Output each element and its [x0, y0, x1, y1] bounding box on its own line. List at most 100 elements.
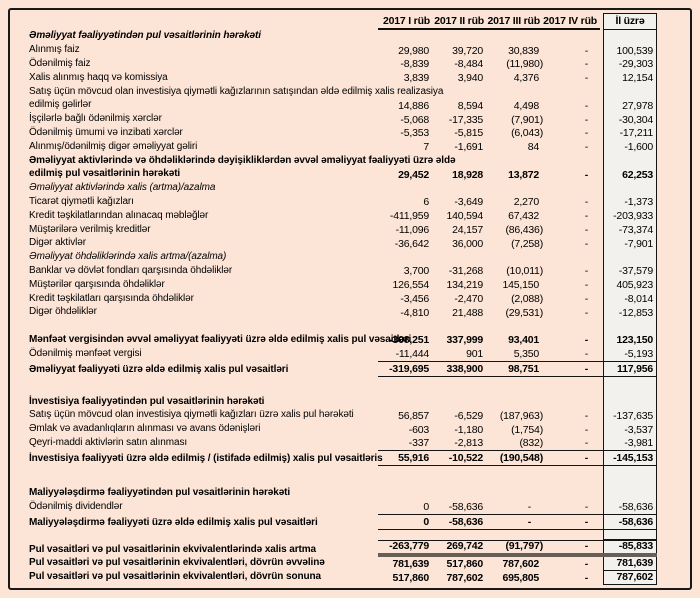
table-row: Xalis alınmış haqq və komissiya 3,839 3,… [29, 71, 690, 86]
row-values: -8,839 -8,484 (11,980) - -29,303 [378, 57, 657, 72]
column-header-year-total: İl üzrə [603, 13, 657, 30]
cell-q3: (29,531) [505, 306, 543, 319]
cell-q2: -10,522 [448, 452, 483, 465]
document-frame: 2017 I rüb 2017 II rüb 2017 III rüb 2017… [8, 8, 692, 590]
row-values: -5,353 -5,815 (6,043) - -17,211 [378, 126, 657, 141]
row-label: Ödənilmiş faiz [29, 57, 91, 69]
cell-q3: (86,436) [505, 223, 543, 236]
row-values [378, 181, 657, 196]
cell-year-total: 100,539 [603, 43, 657, 58]
table-row: Kredit təşkilatları qarşısında öhdəliklə… [29, 292, 690, 306]
row-values: -337 -2,813 (832) - -3,981 [378, 436, 657, 451]
cell-year-total: 12,154 [603, 71, 657, 86]
row-values: 126,554 134,219 145,150 - 405,923 [378, 278, 657, 293]
row-label: Əməliyyat fəaliyyəti üzrə əldə edilmiş x… [29, 363, 289, 375]
cell-q2: 901 [466, 348, 483, 361]
table-row: Mənfəət vergisindən əvvəl əməliyyat fəal… [29, 319, 690, 348]
table-row [29, 377, 690, 396]
row-values: 517,860 787,602 695,805 - 787,602 [378, 571, 657, 585]
row-label: Ödənilmiş mənfəət vergisi [29, 347, 142, 359]
cell-q1: 56,857 [398, 409, 429, 422]
row-values: 0 -58,636 - - -58,636 [378, 500, 657, 514]
cell-year-total: -12,853 [603, 305, 657, 320]
cell-q2: 8,594 [457, 99, 483, 112]
cell-q4: - [584, 306, 588, 319]
table-header-row: 2017 I rüb 2017 II rüb 2017 III rüb 2017… [29, 13, 690, 30]
cell-q3: (1,754) [511, 423, 543, 436]
cell-year-total: -203,933 [603, 209, 657, 224]
row-label: Əməliyyat öhdəliklərində xalis artma/(az… [29, 251, 227, 263]
row-values: 3,839 3,940 4,376 - 12,154 [378, 71, 657, 86]
cell-year-total [603, 30, 657, 44]
row-values: -11,096 24,157 (86,436) - -73,374 [378, 223, 657, 237]
cell-q1: -337 [408, 437, 429, 450]
cell-year-total: -37,579 [603, 264, 657, 279]
cell-q4: - [584, 409, 588, 422]
cell-year-total: -58,636 [603, 514, 657, 529]
table-row: Qeyri-maddi aktivlərin satın alınması -3… [29, 436, 690, 451]
row-values: -603 -1,180 (1,754) - -3,537 [378, 422, 657, 437]
cell-q2: -5,815 [454, 127, 483, 140]
row-values: -3,456 -2,470 (2,088) - -8,014 [378, 292, 657, 306]
cell-q1: 3,700 [403, 265, 429, 278]
cell-q1: 6 [423, 196, 429, 209]
column-header-q1: 2017 I rüb [382, 15, 430, 27]
cell-q4: - [584, 265, 588, 278]
row-label: Banklar və dövlət fondları qarşısında öh… [29, 264, 233, 276]
cell-year-total: 123,150 [603, 319, 657, 348]
cell-q4: - [584, 557, 588, 570]
cell-q1: -411,959 [389, 210, 429, 223]
cell-q2: 36,000 [452, 237, 483, 250]
cell-q2: 338,900 [446, 363, 483, 376]
row-label: Digər aktivlər [29, 237, 86, 249]
cell-q3: 98,751 [508, 363, 539, 376]
row-label: Əmlak və avadanlıqların alınması və avan… [29, 423, 261, 435]
cell-q4: - [584, 539, 588, 552]
cell-year-total: -5,193 [603, 347, 657, 362]
cell-q1: -319,695 [389, 363, 429, 376]
cell-q3: 4,498 [513, 99, 539, 112]
cell-q4: - [584, 127, 588, 140]
cell-q3: (10,011) [506, 265, 543, 278]
row-label: Kredit təşkilatları qarşısında öhdəliklə… [29, 292, 194, 304]
row-label: Satış üçün mövcud olan investisiya qiymə… [29, 409, 354, 421]
cell-year-total: 405,923 [603, 278, 657, 293]
cell-q4: - [584, 279, 588, 292]
cell-q4: - [584, 44, 588, 57]
cell-q2: 3,940 [457, 72, 483, 85]
cell-year-total: 117,956 [603, 362, 657, 377]
row-values: 3,700 -31,268 (10,011) - -37,579 [378, 264, 657, 279]
row-values: -263,779 269,742 (91,797) - -85,833 [378, 539, 657, 557]
cell-q1: -5,068 [400, 113, 429, 126]
cell-q1: 55,916 [398, 452, 429, 465]
table-row: Maliyyələşdirmə fəaliyyətindən pul vəsai… [29, 486, 690, 501]
table-row: Müştərilərə verilmiş kreditlər -11,096 2… [29, 223, 690, 237]
row-label: Maliyyələşdirmə fəaliyyətindən pul vəsai… [29, 486, 291, 498]
cell-year-total: -58,636 [603, 500, 657, 514]
cell-year-total: -8,014 [603, 292, 657, 306]
cell-q4: - [584, 168, 588, 181]
cell-q1: 126,554 [392, 279, 429, 292]
cell-year-total: -1,600 [603, 140, 657, 155]
cell-q3: 787,602 [502, 557, 539, 570]
table-row: Pul vəsaitləri və pul vəsaitlərinin ekvi… [29, 557, 690, 571]
row-values: 55,916 -10,522 (190,548) - -145,153 [378, 450, 657, 467]
column-header-q3: 2017 III rüb [487, 15, 541, 27]
cell-year-total [603, 395, 657, 409]
row-label: Ticarət qiymətli kağızları [29, 195, 134, 207]
table-row: Ödənilmiş faiz -8,839 -8,484 (11,980) - … [29, 57, 690, 72]
cell-year-total: -137,635 [603, 408, 657, 423]
row-label: Ödənilmiş dividendlər [29, 500, 123, 512]
cell-year-total: 781,639 [603, 557, 657, 571]
cell-q3: 5,350 [513, 348, 539, 361]
cell-year-total [603, 466, 657, 487]
table-row: Əməliyyat fəaliyyəti üzrə əldə edilmiş x… [29, 361, 690, 378]
row-values: -411,959 140,594 67,432 - -203,933 [378, 209, 657, 224]
row-values: 781,639 517,860 787,602 - 781,639 [378, 557, 657, 571]
cell-year-total: -17,211 [603, 126, 657, 141]
row-label: İnvestisiya fəaliyyətindən pul vəsaitlər… [29, 395, 265, 407]
cell-q1: 0 [423, 515, 429, 528]
cell-year-total: 62,253 [603, 154, 657, 182]
table-row: Alınmış faiz 29,980 39,720 30,839 - 100,… [29, 43, 690, 58]
row-label: Qeyri-maddi aktivlərin satın alınması [29, 436, 188, 448]
